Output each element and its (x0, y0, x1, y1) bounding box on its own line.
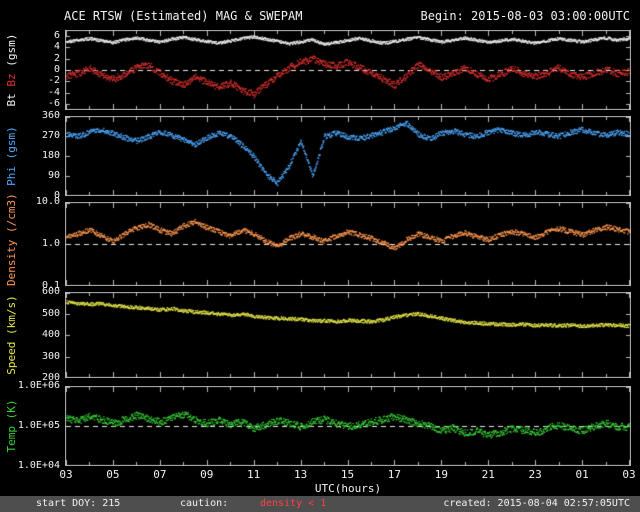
caution-value: density < 1 (260, 498, 327, 509)
y-tick-label: 1.0 (41, 238, 60, 249)
begin-timestamp: Begin: 2015-08-03 03:00:00UTC (420, 9, 630, 23)
y-tick-label: 200 (41, 372, 60, 383)
plot-canvas-density (65, 202, 631, 286)
y-tick-label: 0.1 (41, 280, 60, 291)
x-tick-label: 21 (481, 468, 495, 481)
x-axis-title: UTC(hours) (314, 482, 382, 495)
y-tick-label: 180 (41, 150, 60, 161)
footer-bar: start DOY: 215 caution: density < 1 crea… (0, 496, 640, 512)
panel-density: Density (/cm3) 10.0 1.0 0.1 (0, 193, 640, 291)
x-tick-label: 03 (622, 468, 636, 481)
y-tick-label: 0 (53, 190, 60, 201)
panel-temp: Temp (K) 1.0E+06 1.0E+05 1.0E+04 (0, 380, 640, 471)
start-doy-label: start DOY: 215 (36, 498, 121, 509)
y-tick-label: 6 (53, 29, 60, 41)
caution-label: caution: (180, 498, 229, 509)
y-tick-label: 4 (53, 41, 60, 53)
y-tick-label: 360 (41, 110, 60, 121)
y-tick-label: 270 (41, 130, 60, 141)
y-tick-label: -4 (47, 86, 60, 98)
y-tick-label: 1.0E+04 (17, 460, 60, 471)
x-tick-label: 09 (200, 468, 214, 481)
y-tick-label: 400 (41, 329, 60, 340)
plot-canvas-phi (65, 116, 631, 196)
y-tick-label: -6 (47, 98, 60, 110)
y-tick-label: 1.0E+06 (17, 380, 60, 391)
plot-canvas-speed (65, 292, 631, 378)
x-tick-label: 23 (528, 468, 542, 481)
created-timestamp: created: 2015-08-04 02:57:05UTC (443, 498, 630, 509)
x-tick-label: 03 (59, 468, 73, 481)
plot-canvas-temp (65, 386, 631, 466)
x-tick-label: 19 (434, 468, 448, 481)
y-tick-label: 10.0 (35, 196, 60, 207)
x-tick-label: 11 (247, 468, 261, 481)
y-tick-label: 600 (41, 286, 60, 297)
plot-title: ACE RTSW (Estimated) MAG & SWEPAM (64, 9, 303, 23)
panel-mag: Bt Bz (gsm) 6 4 2 0 -2 -4 -6 (0, 30, 640, 110)
x-tick-label: 15 (340, 468, 355, 481)
x-axis-ticks: 03 05 07 09 11 13 15 17 19 21 23 01 03 (0, 468, 640, 481)
x-tick-label: 07 (153, 468, 167, 481)
x-tick-label: 17 (387, 468, 402, 481)
panel-speed: Speed (km/s) 600 500 400 300 200 (0, 286, 640, 383)
y-tick-label: -2 (47, 75, 60, 87)
y-tick-label: 300 (41, 350, 60, 362)
y-tick-label: 2 (53, 52, 60, 64)
y-tick-label: 0 (53, 64, 60, 75)
plot-canvas-mag (65, 30, 631, 110)
y-tick-label: 500 (41, 307, 60, 319)
panel-phi: Phi (gsm) 360 270 180 90 0 (0, 110, 640, 201)
x-tick-label: 05 (106, 468, 120, 481)
y-tick-label: 90 (47, 170, 60, 181)
x-tick-label: 01 (575, 468, 589, 481)
y-tick-label: 1.0E+05 (17, 420, 60, 431)
x-tick-label: 13 (293, 468, 308, 481)
